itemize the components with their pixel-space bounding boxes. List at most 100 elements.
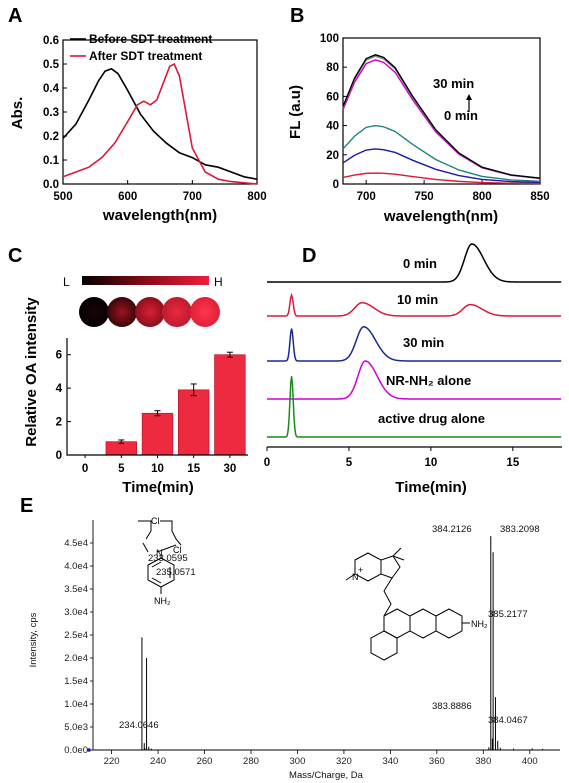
tick-label: 0 [333,179,339,191]
tick-label: 5.0e3 [64,722,88,733]
peak-label: 384.0467 [488,715,528,726]
tick-label: 260 [197,756,213,767]
chromatogram-trace [267,243,562,283]
panel-b: B 700 750 800 850 0 20 40 60 80 100 FL (a.u) wave… [287,5,550,225]
tick-label: 0 [82,463,88,475]
tick-label: 360 [429,756,445,767]
panel-d-traces: 0 min 10 min 30 min NR-NH₂ alone active drug… [267,243,562,438]
tick-label: 280 [243,756,259,767]
panel-label-a: A [8,5,22,27]
chromatogram-trace [267,326,562,362]
oa-image-15min [162,297,192,327]
ring-xanthene-3 [435,608,463,639]
tick-label: 340 [382,756,398,767]
legend-label-before: Before SDT treatment [89,32,212,46]
tick-label: 2.5e4 [64,630,88,641]
tick-label: 3.5e4 [64,584,88,595]
tick-label: 10 [424,457,437,469]
bond [151,577,162,584]
tick-label: 240 [150,756,166,767]
peak-label: 383.2098 [500,524,540,535]
panel-e-peaks: 233.0595 235.0571 234.0646 383.2098 384.2126… [119,524,544,750]
panel-e-ticks: 220 240 260 280 300 320 340 360 380 400 0.0e0 5.0e3… [64,538,538,767]
peak-label: 385.2177 [488,609,528,620]
panel-a-ylabel: Abs. [9,97,26,130]
panel-a-lines [62,62,258,185]
trace-label: 10 min [397,292,438,307]
panel-e-axes [92,520,560,751]
tick-label: 300 [290,756,306,767]
trace-label: active drug alone [378,411,485,426]
bond [142,542,149,553]
tick-label: 600 [118,191,137,203]
panel-label-b: B [290,5,304,27]
tick-label: 4.0e4 [64,561,88,572]
structure-active-drug [138,520,182,594]
tick-label: 220 [104,756,120,767]
trace-label: 30 min [403,335,444,350]
tick-label: 1.0e4 [64,699,88,710]
tick-label: 800 [247,191,266,203]
cl-label-2: Cl [173,545,182,555]
tick-label: 0.1 [43,155,60,167]
structure-nr-nh2 [345,547,470,661]
panel-b-ylabel: FL (a.u) [287,85,304,139]
peak-label: 234.0646 [119,720,159,731]
bond [138,520,152,540]
tick-label: 15 [187,463,200,475]
nh2-label-1: NH₂ [154,596,171,606]
panel-c-ylabel: Relative OA intensity [23,297,40,447]
trace-label: 0 min [403,256,437,271]
tick-label: 20 [326,150,339,162]
tick-label: 0.4 [43,83,60,95]
tick-label: 0.0e0 [64,745,88,756]
charge-label: + [358,565,363,575]
panel-e-ylabel: Intensity, cps [28,612,39,667]
series-line [62,67,258,180]
panel-b-arrowhead [466,94,472,100]
panel-c-axes [66,338,248,456]
tick-label: 3.0e4 [64,607,88,618]
series-line [342,55,541,179]
series-line [342,124,541,183]
panel-e-origin-marker [87,748,91,752]
vinyl-chain [383,577,393,617]
tick-label: 500 [53,191,72,203]
tick-label: 1.5e4 [64,676,88,687]
chromatogram-trace [267,376,562,438]
panel-c-xlabel: Time(min) [122,479,193,496]
tick-label: 6 [56,350,62,362]
panel-c-ticks: 0 2 4 6 0 5 10 15 30 [56,350,237,475]
trace-label: NR-NH₂ alone [386,373,471,388]
panel-b-frame [342,37,541,185]
panel-a-legend: Before SDT treatment After SDT treatment [70,32,212,63]
panel-b-annotation-bottom: 0 min [444,108,478,123]
tick-label: 0.3 [43,107,59,119]
indole-ring [380,555,401,579]
cl-label-1: Cl [151,516,160,526]
ring-cyclohexene [370,630,398,661]
panel-label-e: E [20,495,33,517]
tick-label: 700 [357,191,376,203]
panel-e: E 220 240 260 280 300 320 340 360 380 400 0.0e0 5.0… [20,495,560,781]
panel-b-xlabel: wavelength(nm) [383,208,498,225]
panel-b-ticks: 700 750 800 850 0 20 40 60 80 100 [320,33,550,203]
tick-label: 15 [506,457,519,469]
ring-xanthene-2 [409,608,437,639]
bond [151,561,162,568]
panel-a: A 500 600 700 800 0.0 0.1 0.2 0.3 0.4 0.5 0.6 Abs.… [8,5,267,224]
tick-label: 0.5 [43,59,60,71]
tick-label: 380 [475,756,491,767]
peak-label: 233.0595 [148,553,188,564]
colorbar-high-label: H [214,275,223,289]
series-line [62,62,258,185]
panel-c: C L H 0 2 4 6 0 5 10 15 30 Relative OA intensity… [8,245,248,496]
peak-label: 384.2126 [432,524,472,535]
tick-label: 2 [56,417,62,429]
tick-label: 100 [320,33,339,45]
colorbar-low-label: L [63,275,70,289]
panel-a-xlabel: wavelength(nm) [102,207,217,224]
chromatogram-trace [267,292,562,317]
tick-label: 2.0e4 [64,653,88,664]
